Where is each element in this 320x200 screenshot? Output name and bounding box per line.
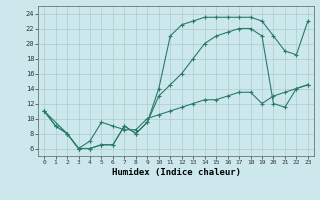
X-axis label: Humidex (Indice chaleur): Humidex (Indice chaleur)	[111, 168, 241, 177]
